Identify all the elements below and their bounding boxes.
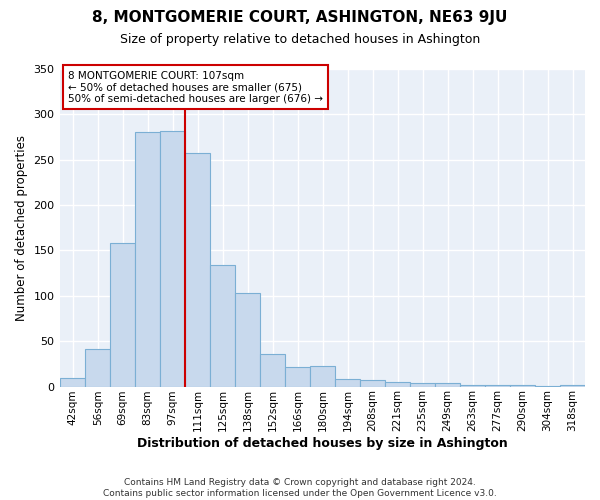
Bar bbox=[235, 293, 260, 386]
Bar bbox=[185, 154, 210, 386]
Bar bbox=[160, 130, 185, 386]
Bar bbox=[110, 243, 135, 386]
Bar bbox=[485, 384, 510, 386]
Bar bbox=[210, 265, 235, 386]
Y-axis label: Number of detached properties: Number of detached properties bbox=[15, 135, 28, 321]
Bar bbox=[435, 383, 460, 386]
Text: 8 MONTGOMERIE COURT: 107sqm
← 50% of detached houses are smaller (675)
50% of se: 8 MONTGOMERIE COURT: 107sqm ← 50% of det… bbox=[68, 70, 323, 104]
X-axis label: Distribution of detached houses by size in Ashington: Distribution of detached houses by size … bbox=[137, 437, 508, 450]
Bar bbox=[410, 383, 435, 386]
Bar bbox=[310, 366, 335, 386]
Bar bbox=[135, 132, 160, 386]
Bar bbox=[560, 384, 585, 386]
Bar bbox=[385, 382, 410, 386]
Bar bbox=[360, 380, 385, 386]
Bar bbox=[285, 366, 310, 386]
Bar bbox=[85, 350, 110, 387]
Text: 8, MONTGOMERIE COURT, ASHINGTON, NE63 9JU: 8, MONTGOMERIE COURT, ASHINGTON, NE63 9J… bbox=[92, 10, 508, 25]
Bar bbox=[460, 384, 485, 386]
Text: Size of property relative to detached houses in Ashington: Size of property relative to detached ho… bbox=[120, 32, 480, 46]
Bar bbox=[335, 380, 360, 386]
Text: Contains HM Land Registry data © Crown copyright and database right 2024.
Contai: Contains HM Land Registry data © Crown c… bbox=[103, 478, 497, 498]
Bar bbox=[510, 384, 535, 386]
Bar bbox=[260, 354, 285, 386]
Bar bbox=[60, 378, 85, 386]
